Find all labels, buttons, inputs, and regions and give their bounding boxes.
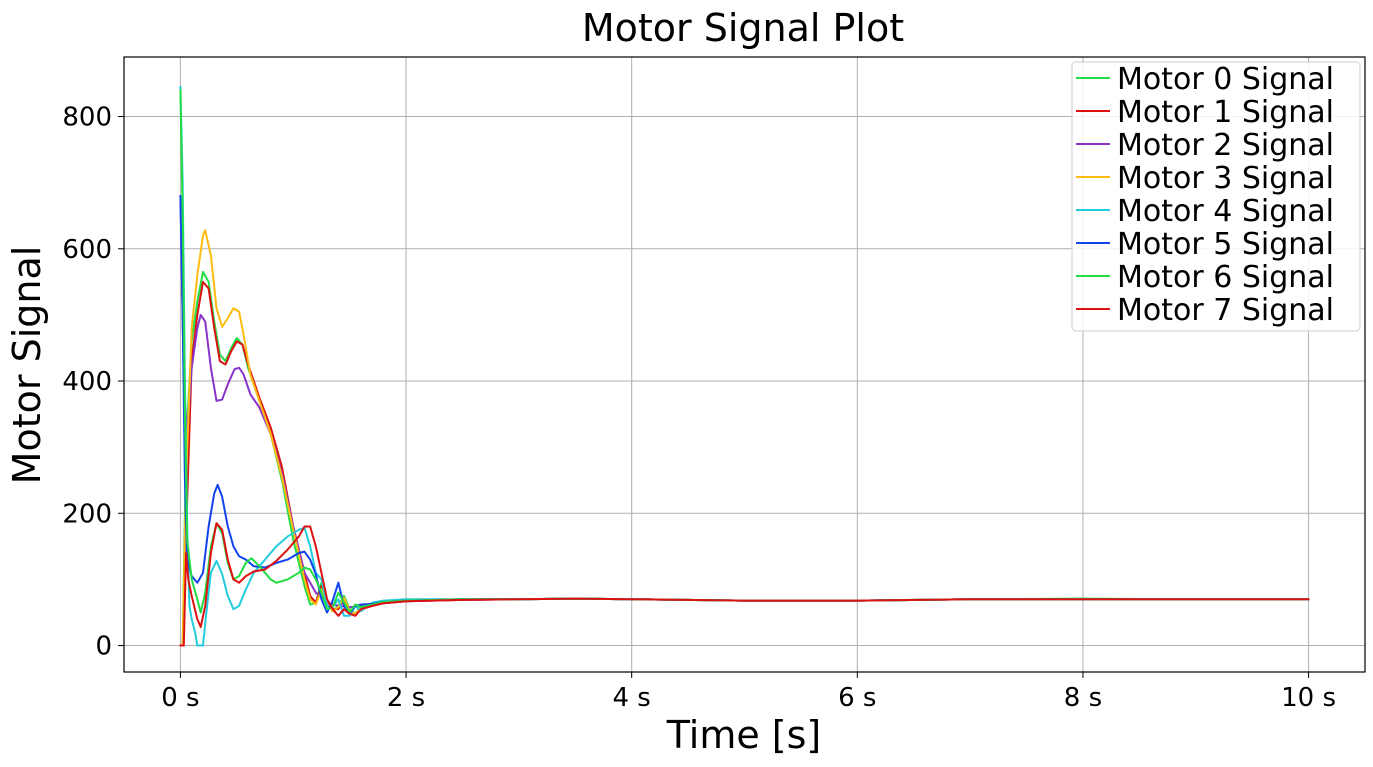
plot-area-frame	[123, 56, 1366, 673]
series-lines	[179, 85, 1310, 647]
x-tick-label: 8 s	[1064, 683, 1102, 713]
y-axis-ticks: 0 200 400 600 800	[62, 103, 124, 662]
legend-label-motor-1: Motor 1 Signal	[1117, 95, 1334, 130]
x-tick-label: 2 s	[387, 683, 425, 713]
legend-label-motor-6: Motor 6 Signal	[1117, 260, 1334, 295]
legend-label-motor-7: Motor 7 Signal	[1117, 293, 1334, 328]
series-line-motor-7	[179, 522, 1310, 647]
legend-frame	[1071, 61, 1361, 332]
y-tick-label: 800	[62, 103, 112, 133]
y-tick-label: 600	[62, 235, 112, 265]
x-axis-label: Time [s]	[666, 713, 822, 757]
y-tick-label: 400	[62, 367, 112, 397]
legend-label-motor-2: Motor 2 Signal	[1117, 128, 1334, 163]
y-tick-label: 200	[62, 499, 112, 529]
x-tick-label: 4 s	[613, 683, 651, 713]
legend-label-motor-0: Motor 0 Signal	[1117, 62, 1334, 97]
x-axis-ticks: 0 s 2 s 4 s 6 s 8 s 10 s	[161, 672, 1336, 713]
legend-label-motor-5: Motor 5 Signal	[1117, 227, 1334, 262]
x-tick-label: 10 s	[1281, 683, 1336, 713]
legend-label-motor-4: Motor 4 Signal	[1117, 194, 1334, 229]
y-tick-label: 0	[95, 632, 112, 662]
x-tick-label: 0 s	[161, 683, 199, 713]
y-axis-label: Motor Signal	[5, 246, 49, 485]
legend-label-motor-3: Motor 3 Signal	[1117, 161, 1334, 196]
chart-title: Motor Signal Plot	[582, 6, 904, 50]
x-tick-label: 6 s	[838, 683, 876, 713]
